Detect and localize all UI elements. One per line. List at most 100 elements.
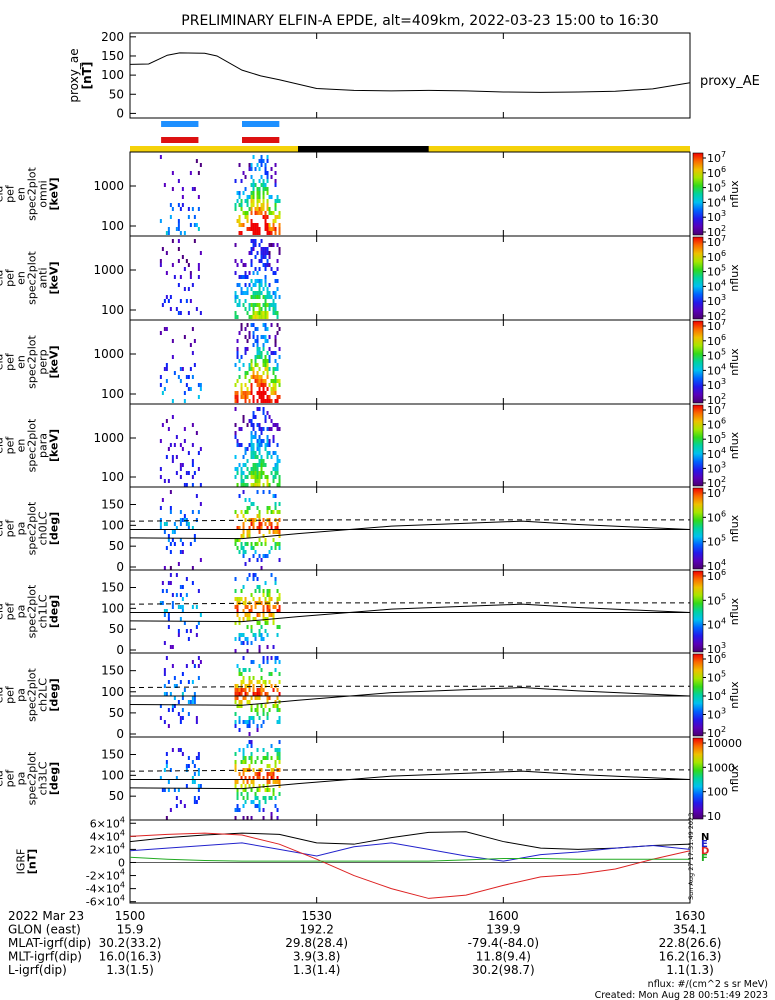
spectrogram-pixel: [234, 291, 237, 295]
spectrogram-pixel: [262, 215, 265, 219]
spectrogram-pixel: [272, 371, 275, 375]
spectrogram-texture: [159, 155, 281, 235]
spectrogram-pixel: [181, 672, 184, 676]
spectrogram-pixel: [256, 708, 259, 712]
spectrogram-pixel: [242, 780, 245, 784]
spectrogram-pixel: [252, 455, 255, 459]
spectrogram-pixel: [250, 259, 253, 263]
spectrogram-pixel: [258, 538, 261, 542]
spectrogram-pixel: [262, 471, 265, 475]
spectrogram-pixel: [248, 613, 251, 617]
spectrogram-pixel: [248, 283, 251, 287]
spectrogram-pixel: [276, 748, 279, 752]
spectrogram-pixel: [171, 339, 174, 343]
spectrogram-pixel: [191, 207, 194, 211]
spectrogram-pixel: [244, 550, 247, 554]
spectrogram-pixel: [250, 680, 253, 684]
spectrogram-pixel: [165, 609, 168, 613]
spectrogram-pixel: [185, 764, 188, 768]
spectrogram-pixel: [159, 506, 162, 510]
spectrogram-pixel: [254, 363, 257, 367]
spectrogram-pixel: [276, 315, 279, 319]
spectrogram-pixel: [254, 379, 257, 383]
spectrogram-pixel: [242, 688, 245, 692]
spectrogram-pixel: [234, 780, 237, 784]
spectrogram-pixel: [195, 431, 198, 435]
spectrogram-pixel: [169, 307, 172, 311]
spectrogram-pixel: [250, 279, 253, 283]
spectrogram-pixel: [252, 597, 255, 601]
spectrogram-pixel: [278, 625, 281, 629]
spectrogram-pixel: [276, 542, 279, 546]
spectrogram-pixel: [256, 692, 259, 696]
spectrogram-pixel: [234, 538, 237, 542]
spectrogram-pixel: [256, 407, 259, 411]
spectrogram-pixel: [252, 784, 255, 788]
spectrogram-pixel: [189, 271, 192, 275]
spectrogram-pixel: [248, 724, 251, 728]
spectrogram-pixel: [240, 327, 243, 331]
spectrogram-pixel: [234, 597, 237, 601]
spectrogram-pixel: [242, 656, 245, 660]
spectrogram-pixel: [268, 609, 271, 613]
spectrogram-pixel: [159, 259, 162, 263]
spectrogram-pixel: [248, 379, 251, 383]
spectrogram-pixel: [167, 788, 170, 792]
spectrogram-pixel: [165, 522, 168, 526]
spectrogram-pixel: [264, 796, 267, 800]
spectrogram-pixel: [242, 720, 245, 724]
spectrogram-pixel: [258, 167, 261, 171]
spectrogram-pixel: [260, 427, 263, 431]
spectrogram-pixel: [260, 279, 263, 283]
spectrogram-pixel: [248, 720, 251, 724]
spectrogram-pixel: [274, 291, 277, 295]
spectrogram-pixel: [183, 231, 186, 235]
spectrogram-pixel: [163, 613, 166, 617]
spectrogram-pixel: [264, 379, 267, 383]
panel-ylabel-line: ela: [0, 354, 6, 371]
spectrogram-pixel: [262, 708, 265, 712]
spectrogram-pixel: [274, 399, 277, 403]
spectrogram-pixel: [242, 641, 245, 645]
spectrogram-pixel: [274, 804, 277, 808]
spectrogram-pixel: [254, 455, 257, 459]
spectrogram-pixel: [250, 227, 253, 231]
loss-cone-line: [129, 687, 691, 706]
spectrogram-pixel: [163, 609, 166, 613]
spectrogram-pixel: [262, 784, 265, 788]
spectrogram-pixel: [262, 427, 265, 431]
spectrogram-pixel: [264, 538, 267, 542]
spectrogram-pixel: [250, 207, 253, 211]
spectrogram-pixel: [234, 621, 237, 625]
spectrogram-pixel: [256, 191, 259, 195]
spectrogram-pixel: [252, 716, 255, 720]
spectrogram-pixel: [234, 383, 237, 387]
spectrogram-pixel: [256, 804, 259, 808]
spectrogram-pixel: [258, 159, 261, 163]
spectrogram-pixel: [244, 211, 247, 215]
spectrogram-pixel: [236, 514, 239, 518]
spectrogram-pixel: [242, 768, 245, 772]
spectrogram-pixel: [256, 558, 259, 562]
spectrogram-pixel: [256, 490, 259, 494]
spectrogram-pixel: [260, 558, 263, 562]
spectrogram-pixel: [246, 510, 249, 514]
spectrogram-pixel: [260, 355, 263, 359]
spectrogram-pixel: [244, 784, 247, 788]
spectrogram-pixel: [262, 589, 265, 593]
spectrogram-pixel: [274, 660, 277, 664]
spectrogram-pixel: [276, 459, 279, 463]
colorbar: [692, 487, 704, 570]
spectrogram-pixel: [272, 530, 275, 534]
spectrogram-pixel: [165, 379, 168, 383]
spectrogram-pixel: [270, 768, 273, 772]
spectrogram-pixel: [264, 279, 267, 283]
spectrogram-pixel: [272, 688, 275, 692]
spectrogram-pixel: [165, 327, 168, 331]
spectrogram-pixel: [246, 339, 249, 343]
spectrogram-pixel: [266, 327, 269, 331]
spectrogram-pixel: [262, 808, 265, 812]
spectrogram-pixel: [256, 621, 259, 625]
spectrogram-pixel: [262, 183, 265, 187]
spectrogram-pixel: [260, 247, 263, 251]
